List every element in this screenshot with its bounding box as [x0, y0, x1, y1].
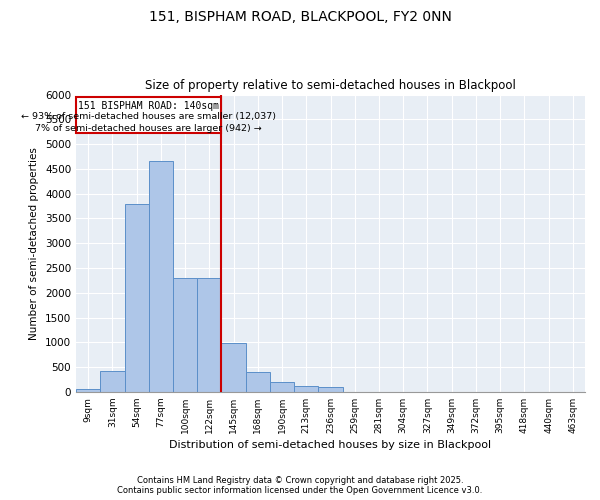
Text: 151 BISPHAM ROAD: 140sqm: 151 BISPHAM ROAD: 140sqm — [78, 101, 219, 111]
Bar — [294, 386, 319, 392]
Bar — [270, 382, 294, 392]
Bar — [246, 372, 270, 392]
Text: ← 93% of semi-detached houses are smaller (12,037): ← 93% of semi-detached houses are smalle… — [21, 112, 276, 121]
Title: Size of property relative to semi-detached houses in Blackpool: Size of property relative to semi-detach… — [145, 79, 516, 92]
Text: 7% of semi-detached houses are larger (942) →: 7% of semi-detached houses are larger (9… — [35, 124, 262, 133]
Bar — [173, 278, 197, 392]
Bar — [149, 162, 173, 392]
Bar — [76, 390, 100, 392]
Text: 151, BISPHAM ROAD, BLACKPOOL, FY2 0NN: 151, BISPHAM ROAD, BLACKPOOL, FY2 0NN — [149, 10, 451, 24]
Bar — [319, 387, 343, 392]
Bar — [100, 370, 125, 392]
Bar — [125, 204, 149, 392]
X-axis label: Distribution of semi-detached houses by size in Blackpool: Distribution of semi-detached houses by … — [169, 440, 491, 450]
FancyBboxPatch shape — [76, 97, 221, 132]
Y-axis label: Number of semi-detached properties: Number of semi-detached properties — [29, 146, 40, 340]
Bar — [221, 344, 246, 392]
Bar — [197, 278, 221, 392]
Text: Contains HM Land Registry data © Crown copyright and database right 2025.
Contai: Contains HM Land Registry data © Crown c… — [118, 476, 482, 495]
